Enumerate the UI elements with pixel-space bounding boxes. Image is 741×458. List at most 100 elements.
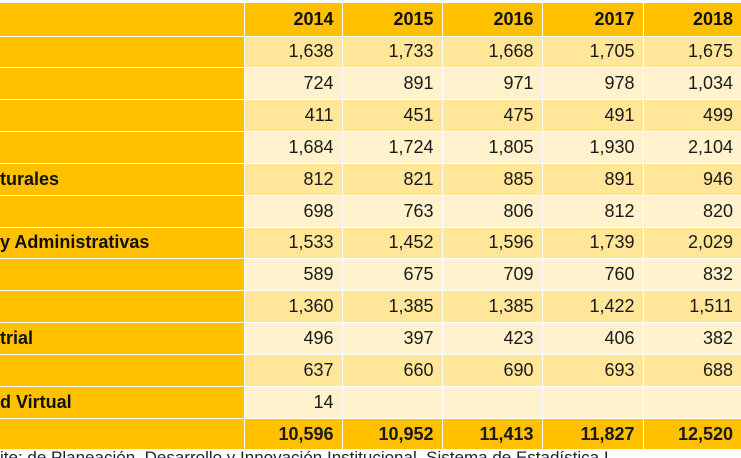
value-cell: 496 [243,322,342,355]
source-footnote: ite: de Planeación, Desarrollo y Innovac… [0,448,609,458]
value-cell: 475 [441,99,542,133]
value-cell: 1,360 [243,290,342,324]
row-label [0,99,244,133]
value-cell [541,386,643,419]
value-cell: 1,452 [341,227,442,260]
value-cell: 406 [541,322,643,355]
value-cell: 1,668 [441,36,542,69]
table-row: y Administrativas 1,533 1,452 1,596 1,73… [0,227,741,260]
table-row: 724 891 971 978 1,034 [0,67,741,101]
row-label: trial [0,322,244,355]
value-cell: 812 [243,163,342,196]
value-cell: 1,533 [243,227,342,260]
table-row: 637 660 690 693 688 [0,354,741,387]
row-label [0,354,244,387]
value-cell: 821 [341,163,442,196]
value-cell: 499 [642,99,741,133]
year-header: 2015 [341,3,442,37]
table-row: d Virtual 14 [0,386,741,419]
enrollment-table: 2014 2015 2016 2017 2018 1,638 1,733 1,6… [0,3,741,451]
year-header: 2017 [541,3,643,37]
value-cell: 891 [541,163,643,196]
table-row: 1,684 1,724 1,805 1,930 2,104 [0,131,741,164]
total-cell: 12,520 [642,418,741,451]
row-label: turales [0,163,244,196]
value-cell: 1,385 [441,290,542,324]
value-cell [441,386,542,419]
value-cell: 820 [642,195,741,228]
value-cell: 688 [642,354,741,387]
value-cell: 1,638 [243,36,342,69]
table-row: 411 451 475 491 499 [0,99,741,133]
value-cell: 971 [441,67,542,101]
value-cell: 1,724 [341,131,442,164]
year-header: 2016 [441,3,542,37]
value-cell: 1,805 [441,131,542,164]
value-cell: 1,422 [541,290,643,324]
row-label [0,36,244,69]
value-cell: 14 [243,386,342,419]
total-label [0,418,244,451]
value-cell: 812 [541,195,643,228]
value-cell: 675 [341,258,442,292]
value-cell: 1,739 [541,227,643,260]
header-row: 2014 2015 2016 2017 2018 [0,3,741,37]
value-cell: 1,034 [642,67,741,101]
value-cell: 589 [243,258,342,292]
value-cell: 423 [441,322,542,355]
value-cell: 1,930 [541,131,643,164]
row-label: d Virtual [0,386,244,419]
value-cell: 397 [341,322,442,355]
value-cell: 1,705 [541,36,643,69]
total-cell: 11,827 [541,418,643,451]
value-cell: 1,511 [642,290,741,324]
total-cell: 11,413 [441,418,542,451]
value-cell: 885 [441,163,542,196]
value-cell: 690 [441,354,542,387]
table-row: turales 812 821 885 891 946 [0,163,741,196]
value-cell: 2,029 [642,227,741,260]
table-row: 589 675 709 760 832 [0,258,741,292]
value-cell: 411 [243,99,342,133]
table-row: 698 763 806 812 820 [0,195,741,228]
table-row: 1,360 1,385 1,385 1,422 1,511 [0,290,741,324]
table-row: trial 496 397 423 406 382 [0,322,741,355]
row-label [0,131,244,164]
row-label: y Administrativas [0,227,244,260]
value-cell: 891 [341,67,442,101]
value-cell: 1,675 [642,36,741,69]
value-cell: 693 [541,354,643,387]
row-label [0,67,244,101]
row-label [0,258,244,292]
row-label [0,195,244,228]
value-cell: 660 [341,354,442,387]
value-cell: 1,733 [341,36,442,69]
value-cell: 832 [642,258,741,292]
value-cell: 709 [441,258,542,292]
total-cell: 10,596 [243,418,342,451]
year-header: 2018 [642,3,741,37]
value-cell: 1,385 [341,290,442,324]
value-cell: 451 [341,99,442,133]
value-cell: 1,596 [441,227,542,260]
value-cell: 724 [243,67,342,101]
total-row: 10,596 10,952 11,413 11,827 12,520 [0,418,741,451]
total-cell: 10,952 [341,418,442,451]
row-label [0,290,244,324]
header-label-cell [0,3,244,37]
year-header: 2014 [243,3,342,37]
value-cell: 1,684 [243,131,342,164]
value-cell: 2,104 [642,131,741,164]
value-cell: 382 [642,322,741,355]
value-cell: 763 [341,195,442,228]
value-cell: 760 [541,258,643,292]
value-cell: 698 [243,195,342,228]
value-cell [341,386,442,419]
value-cell: 978 [541,67,643,101]
value-cell [642,386,741,419]
value-cell: 491 [541,99,643,133]
table-row: 1,638 1,733 1,668 1,705 1,675 [0,36,741,69]
value-cell: 806 [441,195,542,228]
value-cell: 637 [243,354,342,387]
value-cell: 946 [642,163,741,196]
